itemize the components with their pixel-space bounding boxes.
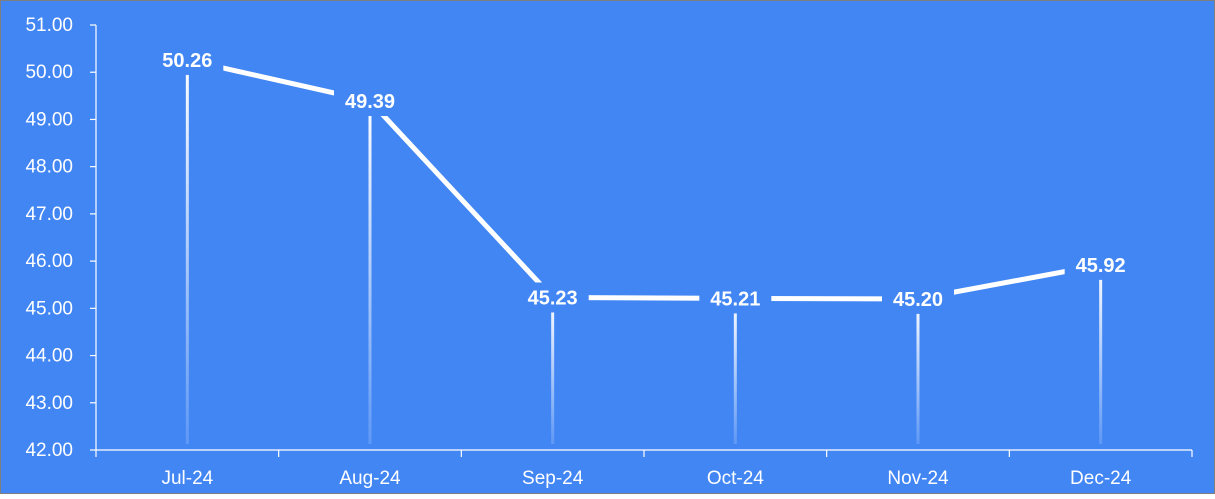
y-tick-label: 51.00 xyxy=(25,15,73,36)
drop-line xyxy=(1099,264,1103,444)
x-tick-label: Aug-24 xyxy=(339,468,401,489)
x-axis: Jul-24 Aug-24 Sep-24 Oct-24 Nov-24 Dec-24 xyxy=(95,449,1193,489)
data-label-bg xyxy=(151,44,224,75)
y-tick-label: 44.00 xyxy=(25,346,73,367)
data-label: 50.26 xyxy=(162,50,212,72)
data-label-bg xyxy=(334,86,406,117)
y-tick-label: 48.00 xyxy=(25,157,73,178)
x-tick-label: Sep-24 xyxy=(522,468,584,489)
y-tick-label: 42.00 xyxy=(25,440,73,461)
y-tick-label: 43.00 xyxy=(25,393,73,414)
data-label: 45.92 xyxy=(1076,255,1126,277)
drop-lines xyxy=(185,59,1103,445)
data-label: 45.23 xyxy=(528,287,578,309)
data-label-bg xyxy=(1064,249,1137,280)
drop-line xyxy=(185,59,189,444)
x-tick-label: Nov-24 xyxy=(887,468,949,489)
data-label-bg xyxy=(699,283,772,314)
data-label: 49.39 xyxy=(345,91,395,113)
x-tick-label: Dec-24 xyxy=(1070,468,1132,489)
y-tick-label: 47.00 xyxy=(25,204,73,225)
data-label-bg xyxy=(516,282,589,313)
y-tick-label: 50.00 xyxy=(25,62,73,83)
x-tick-label: Jul-24 xyxy=(161,468,213,489)
data-label-bg xyxy=(882,283,954,314)
y-tick-label: 46.00 xyxy=(25,251,73,272)
x-tick-label: Oct-24 xyxy=(707,468,764,489)
y-tick-label: 45.00 xyxy=(25,298,73,319)
data-labels: 50.26 49.39 45.23 45.21 45.20 45.92 xyxy=(151,44,1137,314)
drop-line xyxy=(551,297,555,444)
drop-line xyxy=(916,298,920,444)
y-tick-label: 49.00 xyxy=(25,109,73,130)
y-axis: 42.00 43.00 44.00 45.00 46.00 47.00 48.00 49.00… xyxy=(25,15,97,461)
drop-line xyxy=(733,298,737,444)
data-label: 45.20 xyxy=(893,289,943,311)
drop-line xyxy=(368,101,372,445)
data-label: 45.21 xyxy=(710,288,760,310)
